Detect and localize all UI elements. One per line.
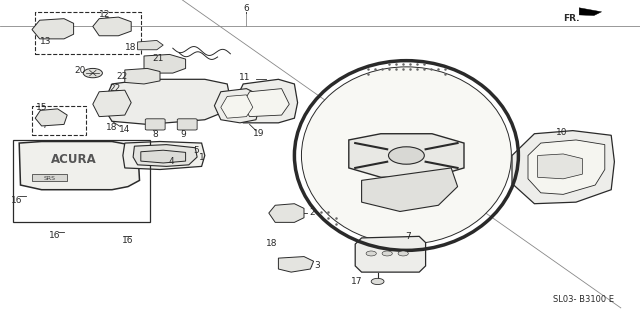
FancyBboxPatch shape xyxy=(145,119,165,130)
Bar xyxy=(35,12,141,54)
Text: 20: 20 xyxy=(74,67,86,75)
Bar xyxy=(32,174,67,181)
Text: 13: 13 xyxy=(40,38,52,46)
Ellipse shape xyxy=(301,67,511,244)
Text: 22: 22 xyxy=(109,84,121,93)
Polygon shape xyxy=(269,204,304,222)
FancyBboxPatch shape xyxy=(177,119,197,130)
Polygon shape xyxy=(102,79,230,124)
Text: 22: 22 xyxy=(116,72,127,81)
Circle shape xyxy=(388,147,424,164)
Text: 16: 16 xyxy=(122,236,134,245)
Text: 15: 15 xyxy=(36,104,47,112)
Text: 16: 16 xyxy=(11,196,22,205)
Text: 3: 3 xyxy=(314,262,319,270)
Polygon shape xyxy=(221,95,253,118)
Text: 8: 8 xyxy=(153,130,158,139)
Text: 10: 10 xyxy=(556,128,568,137)
Polygon shape xyxy=(214,89,259,123)
Polygon shape xyxy=(362,168,458,211)
Polygon shape xyxy=(125,68,160,84)
Text: 21: 21 xyxy=(152,54,164,63)
Text: 18: 18 xyxy=(106,123,118,132)
Text: SL03- B3100 E: SL03- B3100 E xyxy=(553,295,614,304)
Text: 9: 9 xyxy=(181,130,186,139)
Polygon shape xyxy=(35,109,67,126)
Polygon shape xyxy=(242,89,289,117)
Text: FR.: FR. xyxy=(563,14,580,22)
Bar xyxy=(13,140,150,222)
Text: 16: 16 xyxy=(49,231,60,240)
Text: 18: 18 xyxy=(266,239,278,248)
Circle shape xyxy=(371,278,384,285)
Circle shape xyxy=(398,251,408,256)
Polygon shape xyxy=(528,140,605,194)
Polygon shape xyxy=(32,19,74,39)
Polygon shape xyxy=(355,236,426,272)
Text: 1: 1 xyxy=(200,153,205,161)
Text: ACURA: ACURA xyxy=(51,153,97,166)
Polygon shape xyxy=(278,257,314,272)
Polygon shape xyxy=(512,131,614,204)
Polygon shape xyxy=(144,54,186,73)
Polygon shape xyxy=(93,17,131,36)
Text: 19: 19 xyxy=(253,129,265,137)
Polygon shape xyxy=(93,90,131,117)
Circle shape xyxy=(83,68,102,78)
Polygon shape xyxy=(138,40,163,50)
Text: 18: 18 xyxy=(125,43,137,52)
Polygon shape xyxy=(349,134,464,177)
Text: 2: 2 xyxy=(310,208,315,217)
Polygon shape xyxy=(123,142,205,169)
Circle shape xyxy=(366,251,376,256)
Text: 14: 14 xyxy=(119,125,131,133)
Text: 12: 12 xyxy=(99,10,110,19)
Text: 6: 6 xyxy=(244,4,249,13)
Text: 4: 4 xyxy=(168,157,173,166)
Circle shape xyxy=(382,251,392,256)
Text: SRS: SRS xyxy=(44,176,56,181)
Polygon shape xyxy=(141,150,186,163)
Text: 7: 7 xyxy=(406,232,411,241)
Bar xyxy=(32,106,86,135)
Polygon shape xyxy=(133,145,197,166)
Polygon shape xyxy=(19,142,140,190)
Text: 11: 11 xyxy=(239,73,251,81)
Text: 5: 5 xyxy=(194,146,199,155)
Text: 17: 17 xyxy=(351,277,363,286)
Polygon shape xyxy=(538,154,582,179)
Polygon shape xyxy=(234,79,298,123)
Polygon shape xyxy=(579,8,602,16)
